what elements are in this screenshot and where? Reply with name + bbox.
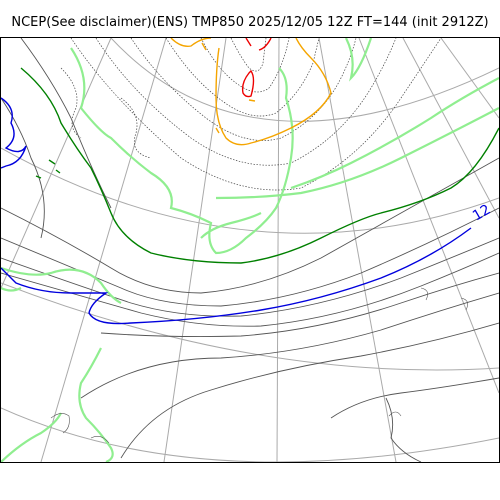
map-panel: 12 <box>0 37 500 463</box>
blue-isotherm <box>1 97 472 325</box>
meridian-lines <box>1 38 499 462</box>
map-canvas: 12 <box>1 38 499 462</box>
map-title: NCEP(See disclaimer)(ENS) TMP850 2025/12… <box>11 15 489 30</box>
grey-isotherms <box>1 38 499 462</box>
coastline <box>50 287 468 444</box>
parallel-lines <box>1 38 499 462</box>
dotted-contours <box>60 38 442 191</box>
orange-contour <box>170 38 332 146</box>
lightgreen-contours <box>1 38 499 462</box>
green-isotherm <box>20 67 499 264</box>
contour-label-12: 12 <box>470 202 493 225</box>
red-contour <box>241 38 272 98</box>
